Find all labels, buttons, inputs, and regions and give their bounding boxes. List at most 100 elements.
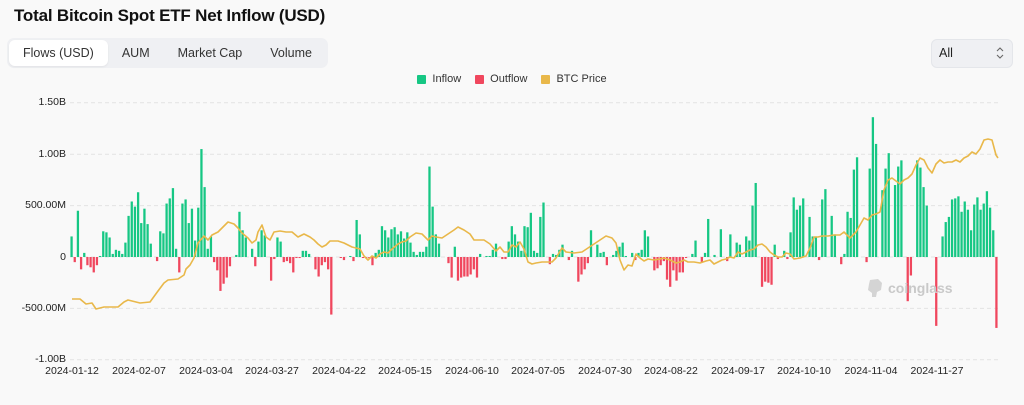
outflow-bar[interactable] bbox=[254, 257, 257, 267]
outflow-bar[interactable] bbox=[995, 257, 998, 328]
inflow-bar[interactable] bbox=[821, 199, 824, 257]
outflow-bar[interactable] bbox=[656, 257, 659, 269]
inflow-bar[interactable] bbox=[941, 236, 944, 257]
inflow-bar[interactable] bbox=[966, 209, 970, 257]
outflow-bar[interactable] bbox=[767, 257, 770, 283]
outflow-bar[interactable] bbox=[764, 257, 767, 282]
outflow-bar[interactable] bbox=[273, 257, 276, 260]
outflow-bar[interactable] bbox=[342, 257, 346, 261]
inflow-bar[interactable] bbox=[802, 198, 805, 257]
inflow-bar[interactable] bbox=[640, 249, 643, 257]
inflow-bar[interactable] bbox=[599, 252, 602, 257]
outflow-bar[interactable] bbox=[295, 257, 298, 259]
inflow-bar[interactable] bbox=[555, 254, 558, 257]
inflow-bar[interactable] bbox=[181, 203, 184, 257]
inflow-bar[interactable] bbox=[789, 232, 792, 257]
inflow-bar[interactable] bbox=[349, 255, 352, 257]
inflow-bar[interactable] bbox=[434, 234, 437, 257]
inflow-bar[interactable] bbox=[146, 224, 149, 257]
outflow-bar[interactable] bbox=[326, 257, 330, 270]
inflow-bar[interactable] bbox=[900, 160, 903, 257]
inflow-bar[interactable] bbox=[260, 230, 263, 257]
inflow-bar[interactable] bbox=[963, 201, 966, 257]
inflow-bar[interactable] bbox=[713, 254, 716, 257]
inflow-bar[interactable] bbox=[403, 238, 406, 258]
inflow-bar[interactable] bbox=[596, 244, 599, 257]
inflow-bar[interactable] bbox=[954, 198, 957, 257]
inflow-bar[interactable] bbox=[751, 205, 754, 257]
outflow-bar[interactable] bbox=[760, 257, 764, 287]
inflow-bar[interactable] bbox=[960, 211, 963, 257]
legend-item-btc-price[interactable]: BTC Price bbox=[541, 73, 607, 85]
inflow-bar[interactable] bbox=[241, 230, 244, 257]
legend-item-outflow[interactable]: Outflow bbox=[475, 73, 527, 85]
inflow-bar[interactable] bbox=[130, 201, 133, 257]
outflow-bar[interactable] bbox=[95, 257, 99, 266]
outflow-bar[interactable] bbox=[586, 257, 589, 264]
outflow-bar[interactable] bbox=[684, 257, 688, 259]
outflow-bar[interactable] bbox=[466, 257, 469, 277]
inflow-bar[interactable] bbox=[868, 168, 871, 257]
inflow-bar[interactable] bbox=[108, 237, 111, 257]
outflow-bar[interactable] bbox=[634, 257, 637, 261]
tab-aum[interactable]: AUM bbox=[121, 46, 150, 60]
outflow-bar[interactable] bbox=[681, 257, 684, 273]
inflow-bar[interactable] bbox=[358, 234, 361, 257]
inflow-bar[interactable] bbox=[624, 255, 627, 257]
inflow-bar[interactable] bbox=[925, 205, 928, 257]
outflow-bar[interactable] bbox=[320, 257, 323, 266]
outflow-bar[interactable] bbox=[605, 257, 608, 266]
inflow-bar[interactable] bbox=[76, 210, 80, 257]
inflow-bar[interactable] bbox=[916, 160, 919, 257]
inflow-bar[interactable] bbox=[263, 235, 266, 257]
inflow-bar[interactable] bbox=[124, 242, 127, 257]
inflow-bar[interactable] bbox=[111, 253, 114, 257]
inflow-bar[interactable] bbox=[70, 236, 73, 257]
inflow-bar[interactable] bbox=[754, 182, 757, 257]
inflow-bar[interactable] bbox=[887, 153, 890, 257]
inflow-bar[interactable] bbox=[121, 253, 124, 257]
inflow-bar[interactable] bbox=[159, 231, 162, 257]
inflow-bar[interactable] bbox=[529, 212, 532, 257]
outflow-bar[interactable] bbox=[216, 257, 219, 271]
inflow-bar[interactable] bbox=[396, 234, 399, 257]
outflow-bar[interactable] bbox=[228, 257, 232, 267]
inflow-bar[interactable] bbox=[950, 199, 954, 257]
inflow-bar[interactable] bbox=[988, 207, 992, 257]
inflow-bar[interactable] bbox=[852, 169, 856, 257]
inflow-bar[interactable] bbox=[843, 253, 846, 257]
inflow-bar[interactable] bbox=[919, 167, 922, 257]
inflow-bar[interactable] bbox=[824, 189, 827, 257]
outflow-bar[interactable] bbox=[659, 257, 662, 266]
inflow-bar[interactable] bbox=[745, 236, 748, 257]
inflow-bar[interactable] bbox=[707, 218, 710, 257]
inflow-bar[interactable] bbox=[491, 249, 494, 257]
outflow-bar[interactable] bbox=[292, 257, 295, 273]
inflow-bar[interactable] bbox=[773, 244, 776, 257]
inflow-bar[interactable] bbox=[114, 249, 118, 257]
outflow-bar[interactable] bbox=[504, 257, 507, 260]
outflow-bar[interactable] bbox=[371, 257, 374, 266]
inflow-bar[interactable] bbox=[795, 209, 799, 257]
inflow-bar[interactable] bbox=[133, 206, 137, 257]
inflow-bar[interactable] bbox=[257, 241, 260, 257]
inflow-bar[interactable] bbox=[422, 251, 425, 257]
outflow-bar[interactable] bbox=[469, 257, 472, 275]
inflow-bar[interactable] bbox=[171, 188, 175, 257]
inflow-bar[interactable] bbox=[250, 248, 254, 257]
inflow-bar[interactable] bbox=[209, 236, 213, 257]
outflow-bar[interactable] bbox=[665, 257, 669, 280]
outflow-bar[interactable] bbox=[909, 257, 913, 276]
inflow-bar[interactable] bbox=[982, 203, 985, 257]
outflow-bar[interactable] bbox=[269, 257, 273, 281]
inflow-bar[interactable] bbox=[105, 232, 108, 257]
inflow-bar[interactable] bbox=[415, 254, 418, 257]
inflow-bar[interactable] bbox=[197, 207, 200, 257]
inflow-bar[interactable] bbox=[238, 211, 241, 257]
inflow-bar[interactable] bbox=[612, 254, 615, 257]
outflow-bar[interactable] bbox=[222, 257, 225, 284]
outflow-bar[interactable] bbox=[865, 257, 868, 263]
inflow-bar[interactable] bbox=[637, 252, 640, 257]
inflow-bar[interactable] bbox=[884, 168, 887, 257]
